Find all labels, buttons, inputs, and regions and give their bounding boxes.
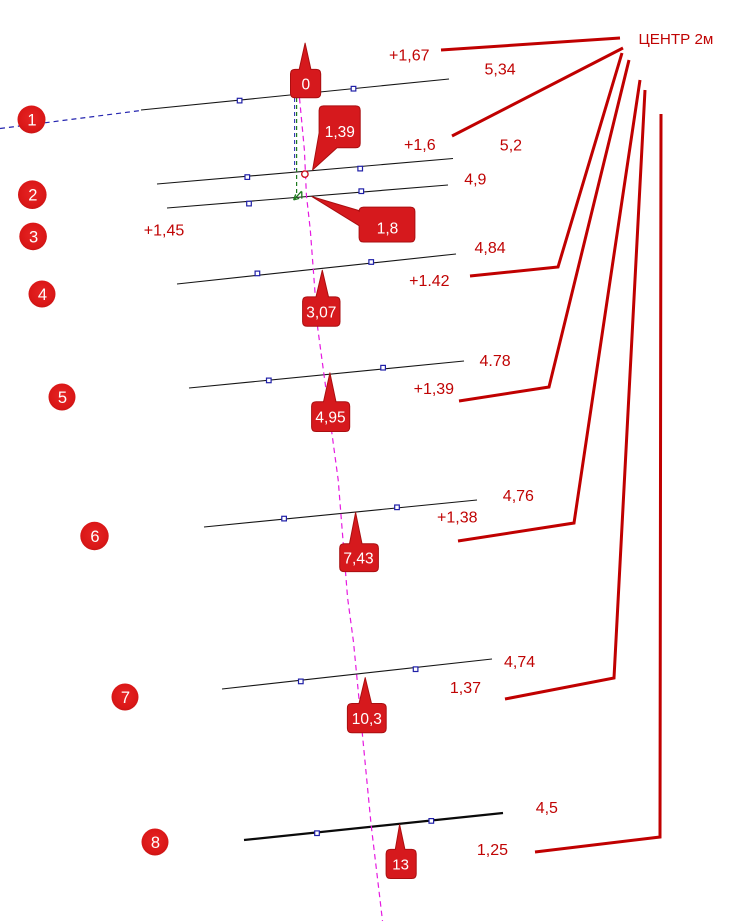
svg-text:8: 8 [151,834,160,852]
svg-text:5: 5 [58,389,67,407]
svg-text:1,37: 1,37 [450,680,481,697]
svg-text:10,3: 10,3 [352,711,382,728]
svg-text:13: 13 [392,857,409,874]
svg-text:4,95: 4,95 [315,410,345,427]
svg-text:4,74: 4,74 [504,654,535,671]
svg-text:+1,39: +1,39 [414,381,455,398]
svg-text:+1.42: +1.42 [409,273,450,290]
svg-text:4,9: 4,9 [464,172,486,189]
svg-text:+1,67: +1,67 [389,48,430,65]
svg-text:1,8: 1,8 [377,221,399,238]
svg-text:+1,6: +1,6 [404,137,436,154]
svg-text:0: 0 [301,77,310,94]
svg-text:+1,45: +1,45 [144,223,185,240]
svg-text:4,84: 4,84 [475,240,506,257]
svg-text:6: 6 [90,528,99,546]
svg-text:2: 2 [28,187,37,205]
svg-text:7,43: 7,43 [343,551,373,568]
svg-text:4: 4 [38,286,47,304]
svg-text:5,34: 5,34 [485,62,516,79]
svg-text:3,07: 3,07 [306,304,336,321]
svg-text:7: 7 [121,689,130,707]
svg-text:ЦЕНТР 2м: ЦЕНТР 2м [639,31,714,48]
svg-text:+1,38: +1,38 [437,510,478,527]
svg-text:1,25: 1,25 [477,842,508,859]
svg-text:4.78: 4.78 [480,353,511,370]
svg-text:4,5: 4,5 [536,800,558,817]
svg-text:1,39: 1,39 [325,124,355,141]
svg-text:4,76: 4,76 [503,488,534,505]
svg-text:1: 1 [27,112,36,130]
svg-text:5,2: 5,2 [500,138,522,155]
svg-text:3: 3 [29,228,38,246]
